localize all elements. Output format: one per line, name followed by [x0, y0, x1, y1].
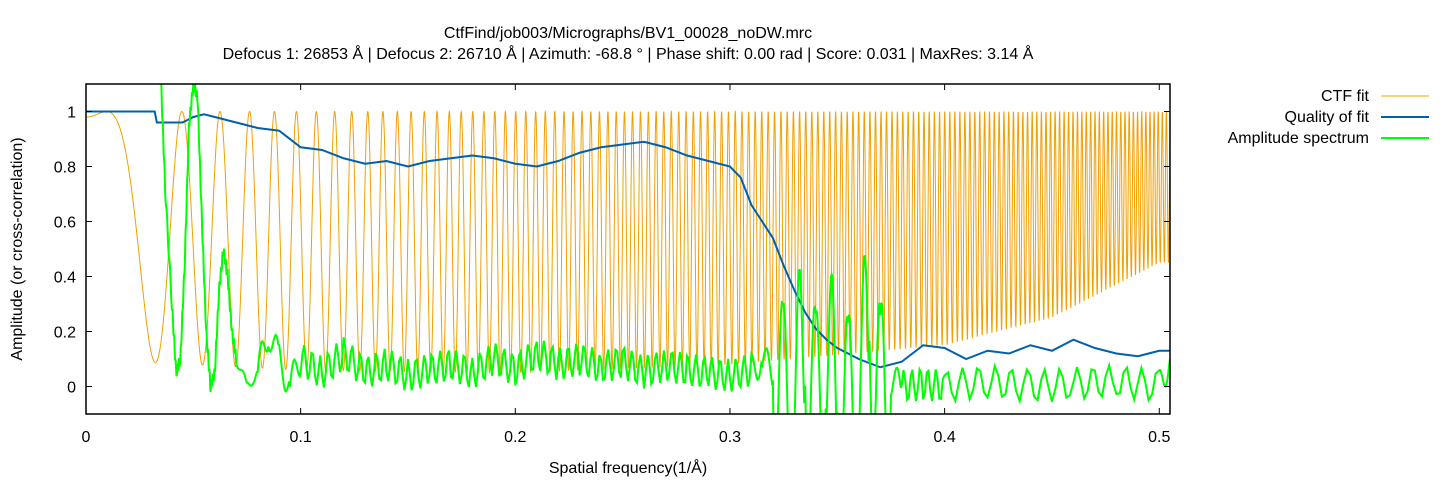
- series-amplitude-spectrum-line: [160, 84, 1170, 414]
- x-tick-label: 0.1: [290, 429, 312, 446]
- series-ctf-fit-line: [86, 109, 1170, 375]
- x-tick-label: 0.2: [504, 429, 526, 446]
- y-tick-label: 0.2: [54, 325, 76, 342]
- y-tick-label: 1: [67, 105, 76, 122]
- y-tick-label: 0: [67, 380, 76, 397]
- x-axis: 0 0.1 0.2 0.3 0.4 0.5: [82, 84, 1170, 446]
- legend-ctf-fit-label: CTF fit: [1321, 88, 1370, 105]
- series-layer: [86, 84, 1170, 414]
- legend: CTF fit Quality of fit Amplitude spectrum: [1228, 88, 1429, 147]
- y-axis: 0 0.2 0.4 0.6 0.8 1: [54, 105, 1170, 397]
- x-axis-label: Spatial frequency(1/Å): [549, 458, 707, 477]
- y-axis-label: Amplitude (or cross-correlation): [9, 137, 26, 360]
- x-tick-label: 0.4: [933, 429, 955, 446]
- plot-frame: [85, 83, 1171, 415]
- series-quality-of-fit-line: [86, 110, 1170, 369]
- x-tick-label: 0: [82, 429, 91, 446]
- y-tick-label: 0.6: [54, 215, 76, 232]
- chart-subtitle: Defocus 1: 26853 Å | Defocus 2: 26710 Å …: [223, 44, 1034, 63]
- chart-title: CtfFind/job003/Micrographs/BV1_00028_noD…: [444, 25, 812, 42]
- legend-amplitude-spectrum-label: Amplitude spectrum: [1228, 130, 1369, 147]
- legend-quality-of-fit-label: Quality of fit: [1285, 109, 1370, 126]
- y-tick-label: 0.4: [54, 270, 76, 287]
- x-tick-label: 0.3: [719, 429, 741, 446]
- x-tick-label: 0.5: [1148, 429, 1170, 446]
- y-tick-label: 0.8: [54, 160, 76, 177]
